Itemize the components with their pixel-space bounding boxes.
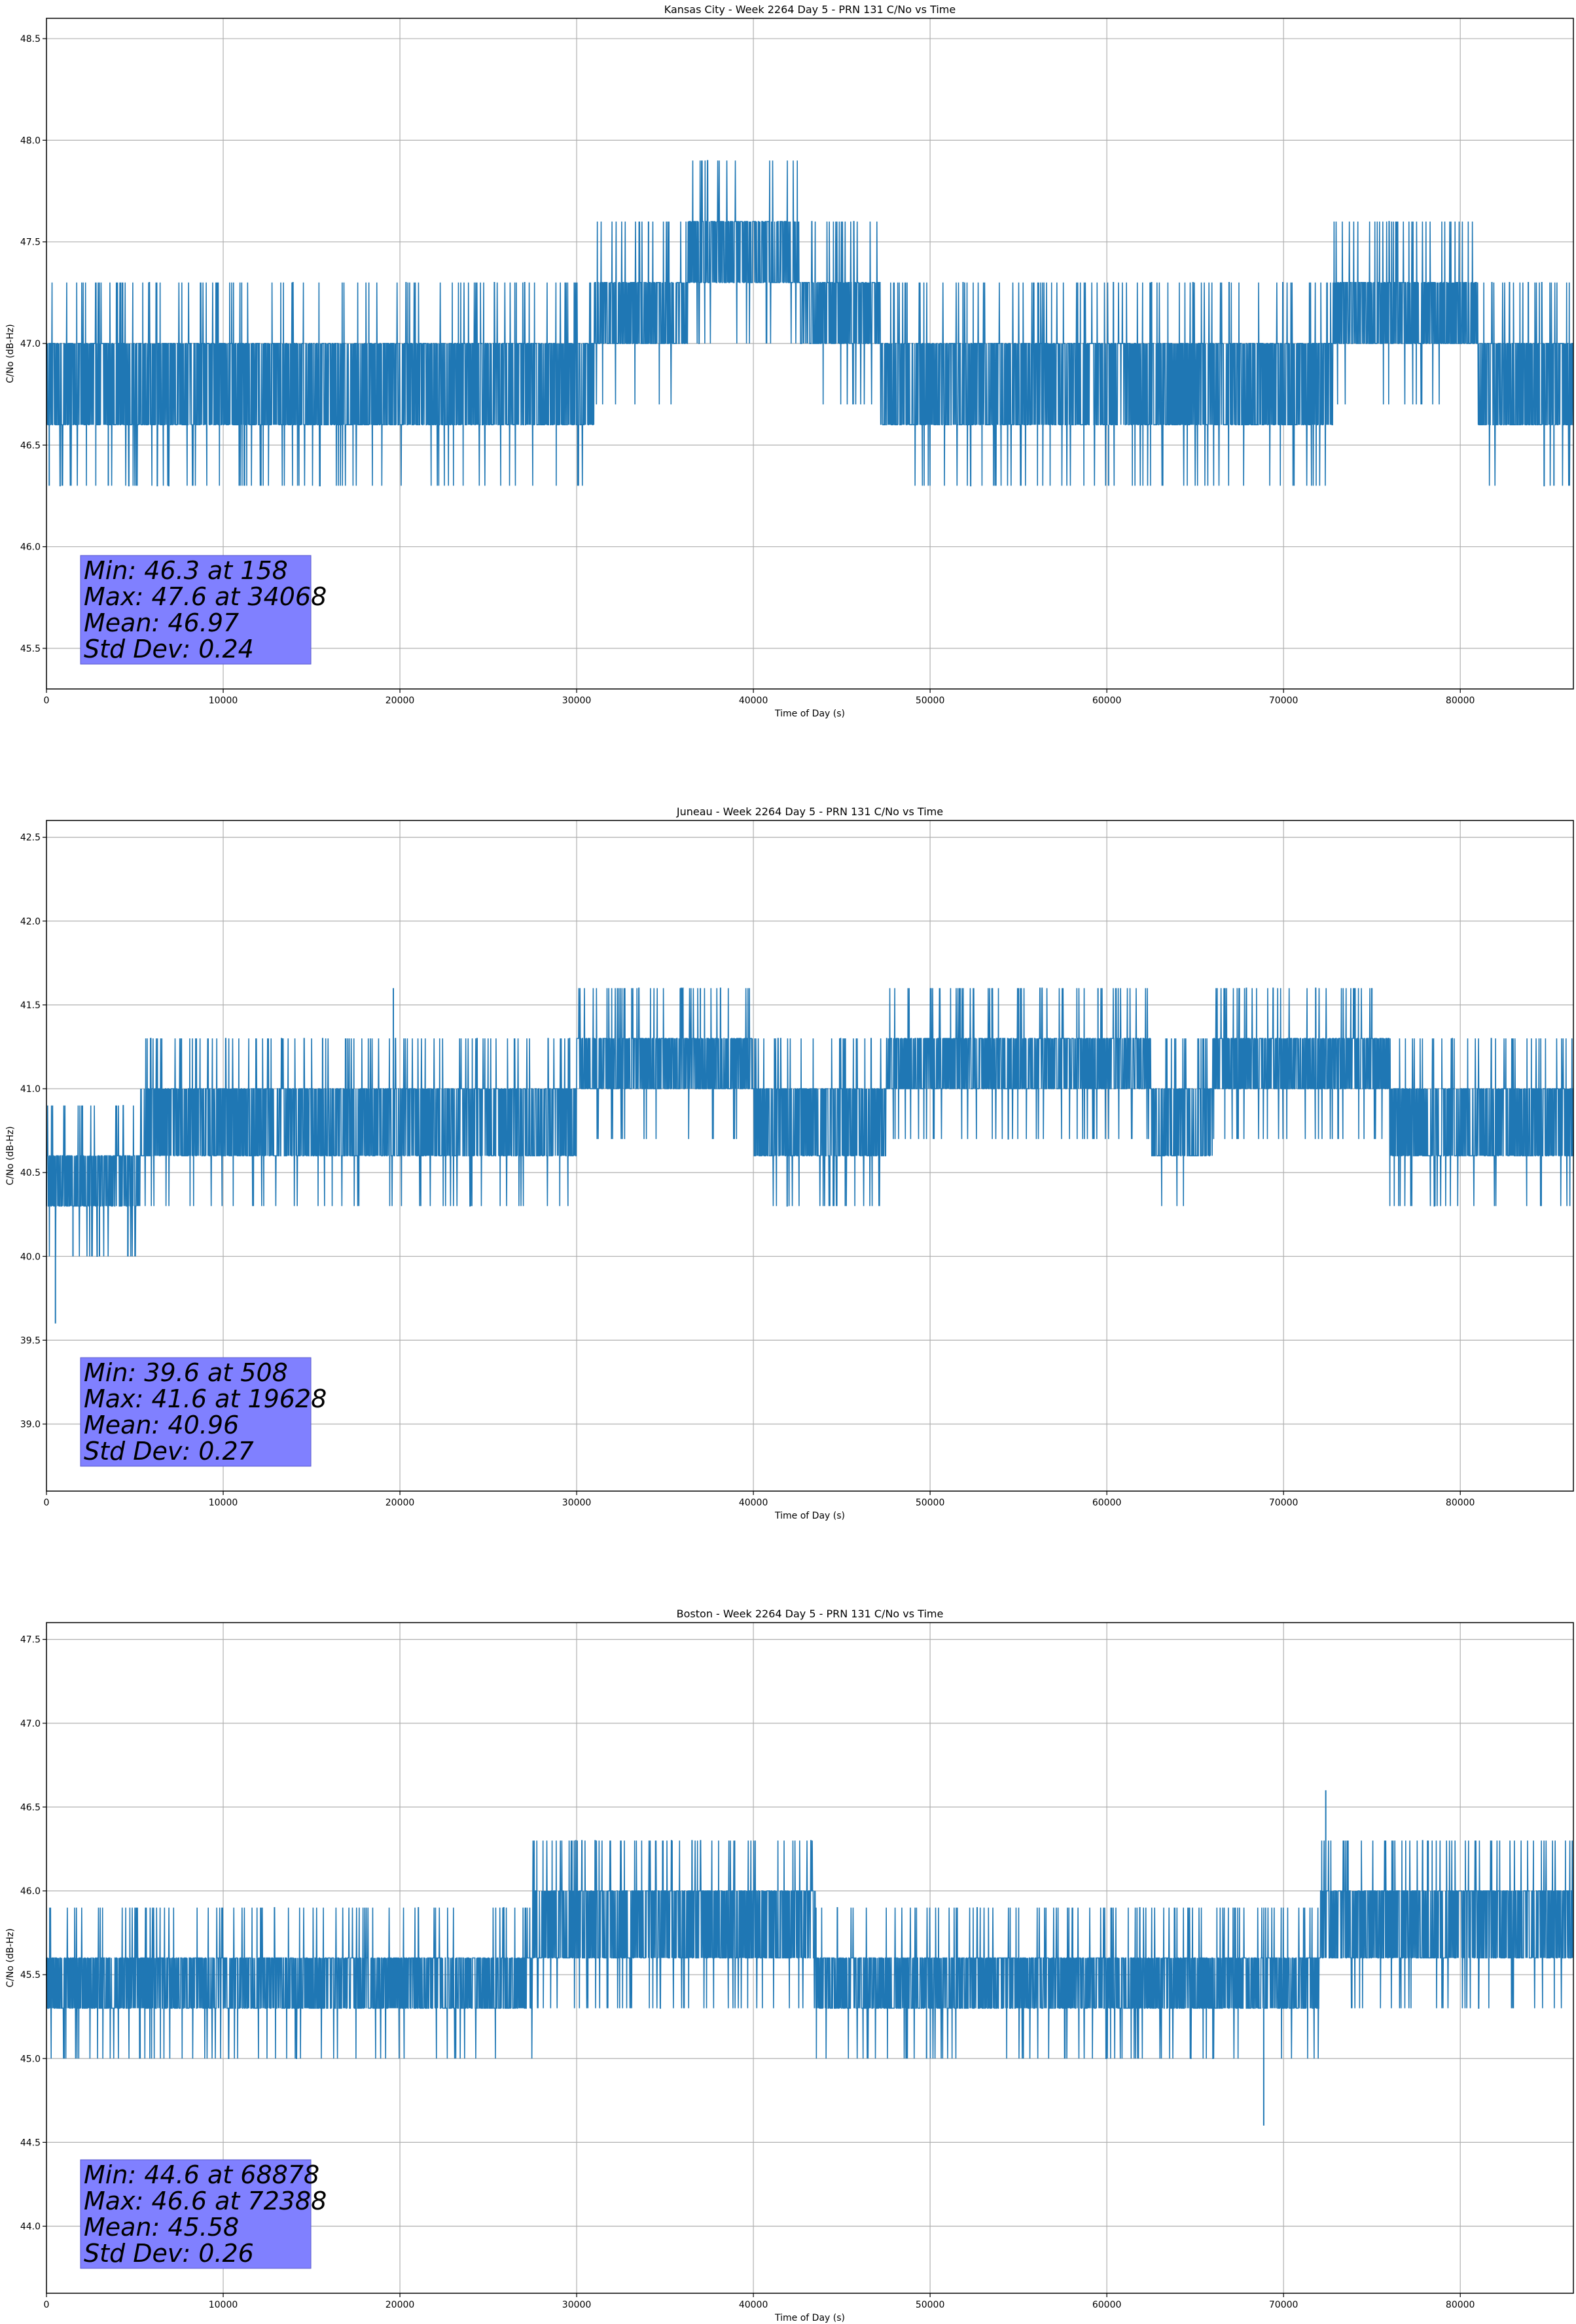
juneau-y-tick-label: 39.5 bbox=[20, 1335, 41, 1346]
kansas-city-x-tick-label: 70000 bbox=[1269, 695, 1298, 706]
kansas-city-stats-box bbox=[80, 555, 312, 665]
boston-y-axis-label: C/No (dB-Hz) bbox=[5, 1928, 16, 1987]
kansas-city-x-tick-label: 80000 bbox=[1446, 695, 1475, 706]
juneau-y-tick-label: 41.5 bbox=[20, 1000, 41, 1011]
kansas-city-x-tick-label: 0 bbox=[44, 695, 50, 706]
boston-chart: Boston - Week 2264 Day 5 - PRN 131 C/No … bbox=[5, 1608, 1574, 2323]
kansas-city-y-tick-label: 47.5 bbox=[20, 238, 41, 248]
boston-x-tick-label: 40000 bbox=[739, 2300, 768, 2310]
juneau-x-tick-label: 80000 bbox=[1446, 1498, 1475, 1508]
juneau-chart: Juneau - Week 2264 Day 5 - PRN 131 C/No … bbox=[5, 805, 1574, 1521]
juneau-x-tick-label: 10000 bbox=[209, 1498, 238, 1508]
boston-y-tick-label: 44.5 bbox=[20, 2138, 41, 2148]
boston-chart-title: Boston - Week 2264 Day 5 - PRN 131 C/No … bbox=[677, 1608, 944, 1620]
kansas-city-stats-max: Max: 47.6 at 34068 bbox=[84, 582, 327, 611]
juneau-plot-frame bbox=[46, 820, 1574, 1492]
kansas-city-stats-mean: Mean: 46.97 bbox=[84, 608, 239, 637]
kansas-city-x-tick-label: 30000 bbox=[562, 695, 592, 706]
juneau-y-tick-label: 40.0 bbox=[20, 1252, 41, 1262]
kansas-city-y-tick-label: 46.5 bbox=[20, 440, 41, 451]
juneau-stats-box bbox=[80, 1357, 312, 1467]
juneau-y-axis-label: C/No (dB-Hz) bbox=[5, 1126, 16, 1185]
juneau-y-tick-label: 42.5 bbox=[20, 833, 41, 843]
kansas-city-y-tick-label: 45.5 bbox=[20, 644, 41, 654]
juneau-y-tick-label: 42.0 bbox=[20, 917, 41, 927]
boston-y-tick-label: 46.0 bbox=[20, 1886, 41, 1897]
juneau-stats-max: Max: 41.6 at 19628 bbox=[84, 1384, 327, 1413]
juneau-x-tick-label: 50000 bbox=[916, 1498, 945, 1508]
juneau-x-axis-label: Time of Day (s) bbox=[774, 1511, 845, 1521]
juneau-y-tick-label: 41.0 bbox=[20, 1084, 41, 1095]
boston-stats-mean: Mean: 45.58 bbox=[84, 2213, 239, 2242]
boston-stats-std-dev: Std Dev: 0.26 bbox=[84, 2239, 254, 2268]
kansas-city-x-tick-label: 40000 bbox=[739, 695, 768, 706]
kansas-city-x-tick-label: 60000 bbox=[1092, 695, 1122, 706]
kansas-city-y-tick-label: 48.5 bbox=[20, 34, 41, 44]
kansas-city-x-tick-label: 10000 bbox=[209, 695, 238, 706]
boston-x-tick-label: 10000 bbox=[209, 2300, 238, 2310]
boston-y-tick-label: 47.5 bbox=[20, 1635, 41, 1646]
boston-y-tick-label: 45.5 bbox=[20, 1970, 41, 1981]
juneau-x-tick-label: 70000 bbox=[1269, 1498, 1298, 1508]
boston-x-tick-label: 0 bbox=[44, 2300, 50, 2310]
kansas-city-stats-std-dev: Std Dev: 0.24 bbox=[84, 635, 254, 663]
kansas-city-x-tick-label: 50000 bbox=[916, 695, 945, 706]
kansas-city-stats-min: Min: 46.3 at 158 bbox=[84, 556, 288, 585]
kansas-city-y-tick-label: 48.0 bbox=[20, 135, 41, 146]
boston-x-tick-label: 30000 bbox=[562, 2300, 592, 2310]
boston-plot-frame bbox=[46, 1622, 1574, 2294]
juneau-x-tick-label: 0 bbox=[44, 1498, 50, 1508]
kansas-city-y-tick-label: 46.0 bbox=[20, 542, 41, 553]
boston-x-axis-label: Time of Day (s) bbox=[774, 2313, 845, 2323]
juneau-series-line bbox=[46, 987, 1574, 1258]
juneau-y-tick-label: 40.5 bbox=[20, 1168, 41, 1178]
boston-y-tick-label: 47.0 bbox=[20, 1719, 41, 1729]
juneau-stats-std-dev: Std Dev: 0.27 bbox=[84, 1437, 254, 1466]
juneau-x-tick-label: 20000 bbox=[385, 1498, 415, 1508]
kansas-city-plot-frame bbox=[46, 18, 1574, 690]
boston-y-tick-label: 44.0 bbox=[20, 2222, 41, 2232]
juneau-y-tick-label: 39.0 bbox=[20, 1420, 41, 1430]
boston-stats-box bbox=[80, 2159, 312, 2269]
kansas-city-x-tick-label: 20000 bbox=[385, 695, 415, 706]
kansas-city-series-line bbox=[46, 160, 1573, 487]
kansas-city-y-axis-label: C/No (dB-Hz) bbox=[5, 324, 16, 383]
boston-stats-min: Min: 44.6 at 68878 bbox=[84, 2160, 319, 2189]
boston-x-tick-label: 50000 bbox=[916, 2300, 945, 2310]
boston-x-tick-label: 70000 bbox=[1269, 2300, 1298, 2310]
kansas-city-y-tick-label: 47.0 bbox=[20, 339, 41, 349]
boston-series-line bbox=[46, 1840, 1574, 2060]
boston-y-tick-label: 45.0 bbox=[20, 2054, 41, 2064]
boston-y-tick-label: 46.5 bbox=[20, 1803, 41, 1813]
juneau-stats-mean: Mean: 40.96 bbox=[84, 1411, 239, 1439]
juneau-x-tick-label: 40000 bbox=[739, 1498, 768, 1508]
kansas-city-chart-title: Kansas City - Week 2264 Day 5 - PRN 131 … bbox=[664, 3, 956, 16]
kansas-city-chart: Kansas City - Week 2264 Day 5 - PRN 131 … bbox=[5, 3, 1574, 719]
boston-x-tick-label: 60000 bbox=[1092, 2300, 1122, 2310]
boston-stats-max: Max: 46.6 at 72388 bbox=[84, 2187, 327, 2215]
kansas-city-x-axis-label: Time of Day (s) bbox=[774, 709, 845, 719]
boston-x-tick-label: 80000 bbox=[1446, 2300, 1475, 2310]
juneau-x-tick-label: 30000 bbox=[562, 1498, 592, 1508]
juneau-x-tick-label: 60000 bbox=[1092, 1498, 1122, 1508]
boston-x-tick-label: 20000 bbox=[385, 2300, 415, 2310]
juneau-chart-title: Juneau - Week 2264 Day 5 - PRN 131 C/No … bbox=[676, 805, 943, 818]
juneau-stats-min: Min: 39.6 at 508 bbox=[84, 1358, 288, 1387]
